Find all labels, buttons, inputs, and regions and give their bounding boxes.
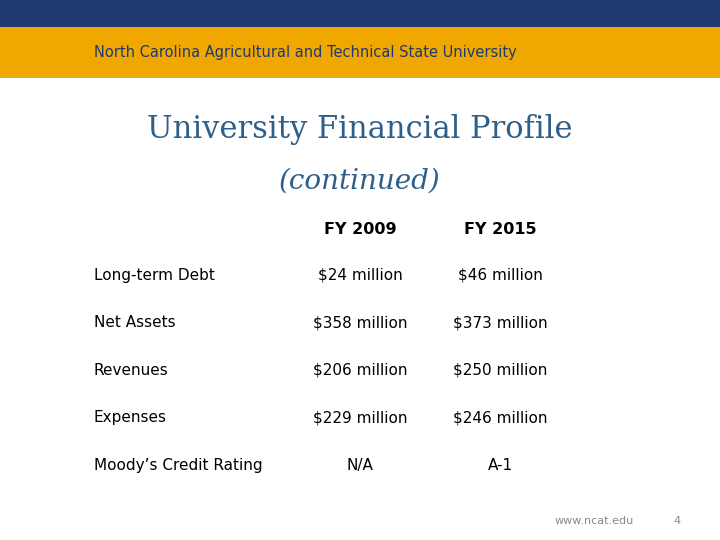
Text: $246 million: $246 million xyxy=(453,410,548,426)
Text: University Financial Profile: University Financial Profile xyxy=(148,114,572,145)
Text: $46 million: $46 million xyxy=(458,268,543,283)
Text: $24 million: $24 million xyxy=(318,268,402,283)
Text: 4: 4 xyxy=(673,516,680,526)
Text: Net Assets: Net Assets xyxy=(94,315,175,330)
Text: A: A xyxy=(32,42,44,57)
Text: www.ncat.edu: www.ncat.edu xyxy=(554,516,634,526)
Text: Moody’s Credit Rating: Moody’s Credit Rating xyxy=(94,458,262,473)
Text: FY 2009: FY 2009 xyxy=(324,222,396,237)
Text: $373 million: $373 million xyxy=(453,315,548,330)
Text: Long-term Debt: Long-term Debt xyxy=(94,268,215,283)
Text: $206 million: $206 million xyxy=(312,363,408,378)
Text: A-1: A-1 xyxy=(488,458,513,473)
Text: Revenues: Revenues xyxy=(94,363,168,378)
Text: $358 million: $358 million xyxy=(312,315,408,330)
Text: FY 2015: FY 2015 xyxy=(464,222,536,237)
Text: N/A: N/A xyxy=(346,458,374,473)
Text: &T: &T xyxy=(30,56,45,66)
Text: Expenses: Expenses xyxy=(94,410,166,426)
Text: $229 million: $229 million xyxy=(312,410,408,426)
Text: North Carolina Agricultural and Technical State University: North Carolina Agricultural and Technica… xyxy=(94,45,516,60)
Text: $250 million: $250 million xyxy=(453,363,548,378)
Text: (continued): (continued) xyxy=(279,167,441,194)
